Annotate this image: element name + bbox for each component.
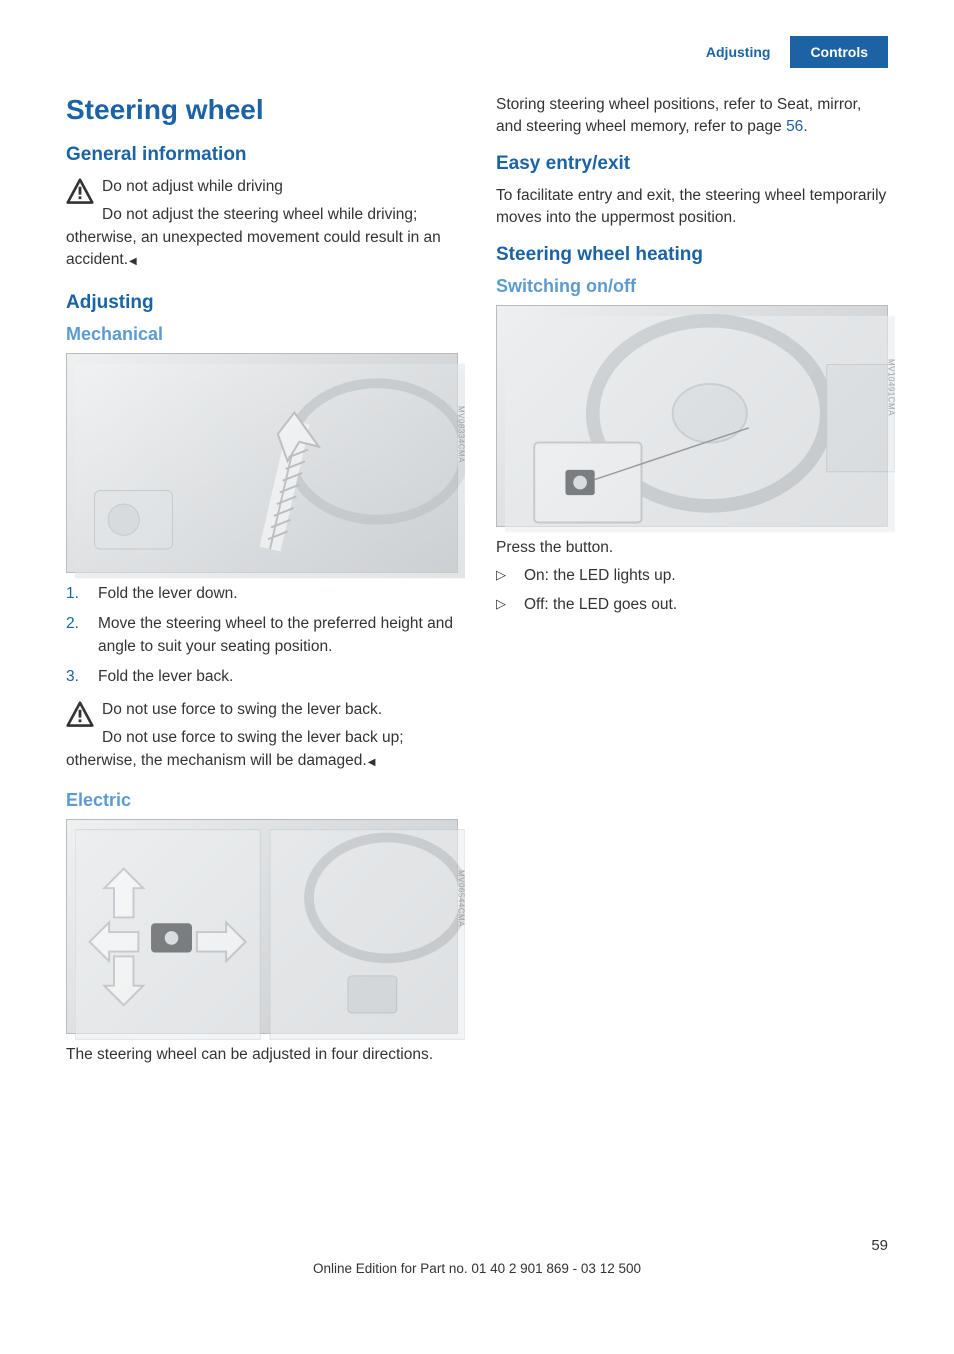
figure-electric: MV06544CMA	[66, 819, 458, 1034]
warning-adjust-while-driving: Do not adjust while driving Do not adjus…	[66, 176, 458, 278]
left-column: Steering wheel General information Do no…	[66, 94, 458, 1073]
footer-line: Online Edition for Part no. 01 40 2 901 …	[0, 1261, 954, 1276]
heading-switching-on-off: Switching on/off	[496, 276, 888, 297]
heading-steering-wheel-heating: Steering wheel heating	[496, 244, 888, 266]
press-button-text: Press the button.	[496, 537, 888, 559]
figure-heating: MV10491CMA	[496, 305, 888, 527]
electric-body: The steering wheel can be adjusted in fo…	[66, 1044, 458, 1066]
warning-lever-force: Do not use force to swing the lever back…	[66, 699, 458, 778]
page-title: Steering wheel	[66, 94, 458, 126]
figure-mechanical-code: MV08334CMA	[457, 406, 466, 463]
heading-adjusting: Adjusting	[66, 292, 458, 314]
page: Adjusting Controls Steering wheel Genera…	[0, 0, 954, 1300]
led-bullets: On: the LED lights up. Off: the LED goes…	[496, 565, 888, 616]
warning-body-text: Do not adjust the steering wheel while d…	[66, 206, 441, 268]
right-column: Storing steering wheel positions, refer …	[496, 94, 888, 1073]
content-columns: Steering wheel General information Do no…	[66, 94, 888, 1073]
tab-adjusting: Adjusting	[686, 36, 791, 68]
heading-easy-entry-exit: Easy entry/exit	[496, 153, 888, 175]
bullet-on: On: the LED lights up.	[496, 565, 888, 587]
page-number: 59	[871, 1237, 888, 1254]
warning-body: Do not use force to swing the lever back…	[66, 727, 458, 772]
figure-mechanical-illustration	[75, 362, 465, 580]
heading-general-information: General information	[66, 144, 458, 166]
warning-icon	[66, 178, 94, 211]
header-tabs: Adjusting Controls	[66, 36, 888, 68]
figure-heating-code: MV10491CMA	[887, 359, 896, 416]
page-link-56[interactable]: 56	[786, 118, 803, 135]
warning-title: Do not adjust while driving	[66, 176, 458, 198]
figure-electric-code: MV06544CMA	[457, 870, 466, 927]
warning-icon	[66, 701, 94, 734]
step-3: Fold the lever back.	[66, 666, 458, 688]
warning-body-text: Do not use force to swing the lever back…	[66, 729, 404, 768]
heading-electric: Electric	[66, 790, 458, 811]
step-1: Fold the lever down.	[66, 583, 458, 605]
warning-title: Do not use force to swing the lever back…	[66, 699, 458, 721]
storing-text-b: .	[803, 118, 807, 135]
storing-paragraph: Storing steering wheel positions, refer …	[496, 94, 888, 139]
easy-entry-body: To facilitate entry and exit, the steeri…	[496, 185, 888, 230]
figure-electric-illustration	[75, 828, 465, 1041]
heading-mechanical: Mechanical	[66, 324, 458, 345]
step-2: Move the steering wheel to the preferred…	[66, 613, 458, 658]
warning-body: Do not adjust the steering wheel while d…	[66, 204, 458, 271]
figure-heating-illustration	[505, 314, 895, 534]
figure-mechanical: MV08334CMA	[66, 353, 458, 573]
bullet-off: Off: the LED goes out.	[496, 594, 888, 616]
tab-controls: Controls	[790, 36, 888, 68]
mechanical-steps: Fold the lever down. Move the steering w…	[66, 583, 458, 689]
